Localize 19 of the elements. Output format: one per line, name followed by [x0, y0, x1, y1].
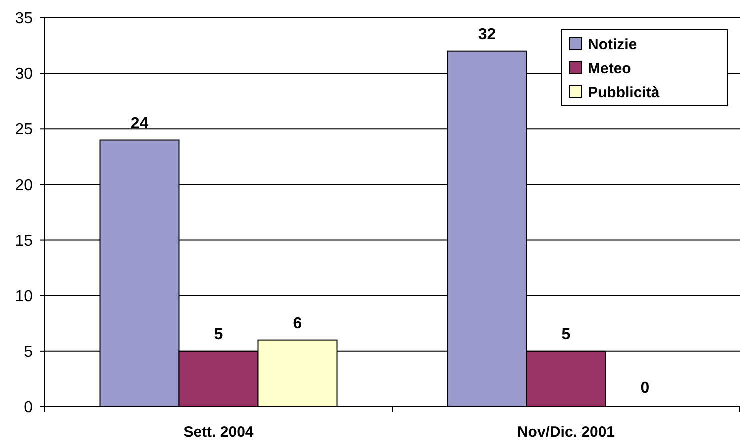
y-tick-label: 0	[24, 400, 34, 417]
x-tick-label: Nov/Dic. 2001	[517, 424, 616, 441]
y-tick-label: 35	[15, 10, 34, 28]
y-tick-label: 5	[24, 344, 34, 362]
x-tick-label: Sett. 2004	[184, 424, 254, 441]
annotation: 0	[640, 380, 650, 397]
data-label: 5	[214, 326, 224, 344]
legend-label: Pubblicità	[588, 84, 660, 102]
data-label: 6	[293, 315, 302, 332]
data-label: 24	[130, 115, 149, 132]
y-tick-label: 25	[15, 122, 34, 139]
y-tick-label: 15	[15, 232, 34, 250]
legend-label: Meteo	[588, 60, 632, 78]
y-tick-label: 10	[15, 288, 34, 306]
y-tick-label: 20	[15, 177, 34, 194]
legend-label: Notizie	[588, 36, 638, 54]
data-label: 32	[478, 26, 496, 44]
data-label: 5	[562, 326, 571, 344]
y-tick-label: 30	[15, 66, 34, 84]
